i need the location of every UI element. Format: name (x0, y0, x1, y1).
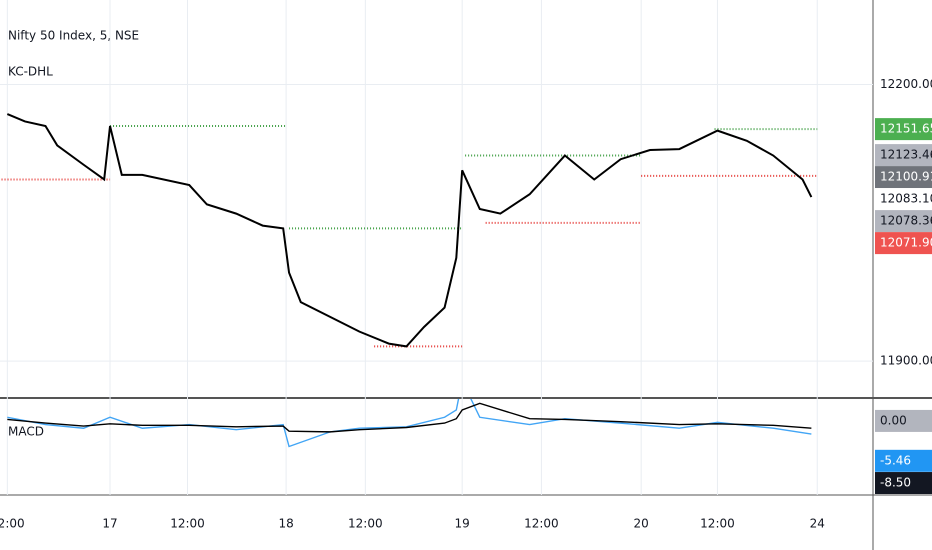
price-badge-label: 12078.36 (880, 214, 932, 228)
chart-title: Nifty 50 Index, 5, NSE (8, 29, 139, 43)
price-badge (875, 472, 932, 494)
price-badge-label: -8.50 (880, 476, 911, 490)
price-badge (875, 118, 932, 141)
x-tick-label: 12:00 (0, 517, 25, 531)
x-tick-label: 12:00 (700, 517, 735, 531)
x-tick-label: 24 (810, 517, 825, 531)
y-tick-label: 12200.00 (880, 77, 932, 91)
indicator-label: MACD (8, 425, 44, 439)
indicator-label: KC-DHL (8, 65, 53, 79)
price-badge-label: 12123.46 (880, 148, 932, 162)
price-badge (875, 188, 932, 211)
price-badge-label: 12151.65 (880, 122, 932, 136)
x-tick-label: 18 (278, 517, 293, 531)
pane: 0.00 -5.46 -8.50 (7, 399, 932, 494)
price-badge-label: 0.00 (880, 413, 907, 427)
y-tick-label: 11900.00 (880, 354, 932, 368)
x-tick-label: 12:00 (524, 517, 559, 531)
price-badge (875, 144, 932, 167)
x-tick-label: 12:00 (348, 517, 383, 531)
price-badge (875, 409, 932, 432)
x-tick-label: 12:00 (170, 517, 205, 531)
series-line (6, 113, 813, 348)
price-badge (875, 166, 932, 189)
price-badge-label: 12071.90 (880, 236, 932, 250)
x-tick-label: 19 (455, 517, 470, 531)
price-badge (875, 449, 932, 472)
series-line (7, 402, 812, 433)
price-badge-label: -5.46 (880, 453, 911, 467)
price-badge-label: 12083.10 (880, 192, 932, 206)
x-tick-label: 20 (634, 517, 649, 531)
price-badge-label: 12100.91 (880, 170, 932, 184)
x-tick-label: 17 (102, 517, 117, 531)
price-badge (875, 210, 932, 233)
price-badge (875, 232, 932, 255)
